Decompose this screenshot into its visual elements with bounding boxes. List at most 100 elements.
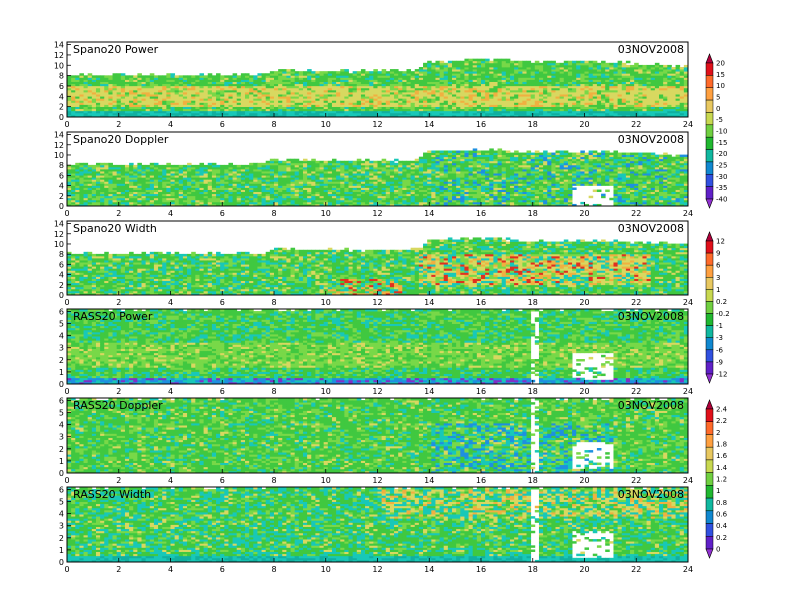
y-tick-label: 2 — [59, 103, 64, 112]
heatmap-cell — [543, 61, 548, 63]
y-tick-label: 0 — [59, 113, 64, 122]
heatmap-cell — [75, 75, 80, 77]
panel-1: Spano20 Doppler 03NOV2008024681012140 2 4 6 8… — [54, 131, 693, 218]
heatmap-cell — [423, 63, 428, 65]
heatmap-cell — [572, 61, 577, 63]
heatmap-cell — [117, 165, 122, 167]
heatmap-cell — [253, 163, 258, 165]
x-tick-label: 0 — [64, 120, 69, 129]
heatmap-cell — [344, 69, 349, 71]
heatmap-cell — [274, 71, 279, 73]
heatmap-cell — [601, 61, 606, 63]
heatmap-cell — [171, 165, 176, 167]
heatmap-cell — [365, 71, 370, 73]
heatmap-cell — [146, 165, 151, 167]
heatmap-cell — [278, 69, 283, 71]
heatmap-cell — [527, 61, 532, 63]
heatmap-cell — [179, 165, 184, 167]
heatmap-cell — [113, 165, 118, 167]
heatmap-cell — [369, 71, 374, 73]
heatmap-cell — [204, 75, 209, 77]
heatmap-cell — [278, 161, 283, 163]
heatmap-cell — [382, 69, 387, 71]
heatmap-cell — [79, 163, 84, 165]
heatmap-cell — [257, 163, 262, 165]
heatmap-cell — [158, 165, 163, 167]
heatmap-cell — [332, 71, 337, 73]
heatmap-cell — [274, 159, 279, 161]
heatmap-cell — [71, 165, 76, 167]
x-tick-label: 16 — [476, 120, 486, 129]
heatmap-cell — [386, 71, 391, 73]
heatmap-cell — [564, 61, 569, 63]
heatmap-cell — [493, 59, 498, 61]
heatmap-cell — [320, 71, 325, 73]
heatmap-cell — [315, 71, 320, 73]
heatmap-cell — [647, 65, 652, 67]
heatmap-cell — [249, 163, 254, 165]
heatmap-cell — [224, 75, 229, 77]
heatmap-cell — [154, 75, 159, 77]
heatmap-cell — [245, 73, 250, 75]
heatmap-cell — [142, 165, 147, 167]
heatmap-cell — [92, 165, 97, 167]
heatmap-cell — [270, 159, 275, 161]
heatmap-cell — [307, 69, 312, 71]
panel-title: Spano20 Power — [73, 43, 159, 56]
heatmap-cell — [96, 75, 101, 77]
heatmap-cell — [104, 163, 109, 165]
heatmap-cell — [166, 163, 171, 165]
heatmap-cell — [568, 61, 573, 63]
heatmap-cell — [340, 161, 345, 163]
heatmap-cell — [460, 61, 465, 63]
heatmap-cell — [125, 165, 130, 167]
heatmap-cell — [651, 65, 656, 67]
heatmap-cell — [469, 59, 474, 61]
heatmap-cell — [84, 75, 89, 77]
heatmap-cell — [208, 73, 213, 75]
heatmap-cell — [237, 165, 242, 167]
heatmap-cell — [506, 59, 511, 61]
heatmap-cell — [286, 69, 291, 71]
heatmap-cell — [394, 69, 399, 71]
heatmap-cell — [75, 163, 80, 165]
heatmap-cell — [204, 165, 209, 167]
heatmap-cell — [133, 75, 138, 77]
y-tick-label: 12 — [54, 51, 64, 60]
heatmap-cell — [179, 75, 184, 77]
heatmap-cell — [266, 161, 271, 163]
x-tick-label: 2 — [116, 120, 121, 129]
heatmap-cell — [208, 163, 213, 165]
heatmap-cell — [638, 65, 643, 67]
heatmap-cell — [84, 163, 89, 165]
heatmap-cell — [104, 75, 109, 77]
heatmap-cell — [556, 63, 561, 65]
heatmap-cell — [137, 73, 142, 75]
heatmap-cell — [262, 73, 267, 75]
heatmap-cell — [108, 163, 113, 165]
heatmap-cell — [353, 71, 358, 73]
heatmap-cell — [667, 65, 672, 67]
heatmap-cell — [535, 61, 540, 63]
heatmap-cell — [216, 73, 221, 75]
heatmap-cell — [291, 69, 296, 71]
heatmap-cell — [585, 61, 590, 63]
x-tick-label: 18 — [528, 120, 538, 129]
heatmap-cell — [187, 75, 192, 77]
heatmap-cell — [253, 75, 258, 77]
heatmap-cell — [282, 161, 287, 163]
heatmap-cell — [212, 163, 217, 165]
heatmap-cell — [291, 159, 296, 161]
heatmap-cell — [228, 163, 233, 165]
heatmap-cell — [295, 159, 300, 161]
heatmap-cell — [199, 163, 204, 165]
x-tick-label: 6 — [220, 120, 225, 129]
heatmap-cell — [551, 61, 556, 63]
heatmap-cell — [79, 73, 84, 75]
heatmap-cell — [307, 161, 312, 163]
heatmap-cell — [510, 61, 515, 63]
heatmap-cell — [502, 59, 507, 61]
heatmap-cell — [142, 75, 147, 77]
heatmap-cell — [605, 63, 610, 65]
